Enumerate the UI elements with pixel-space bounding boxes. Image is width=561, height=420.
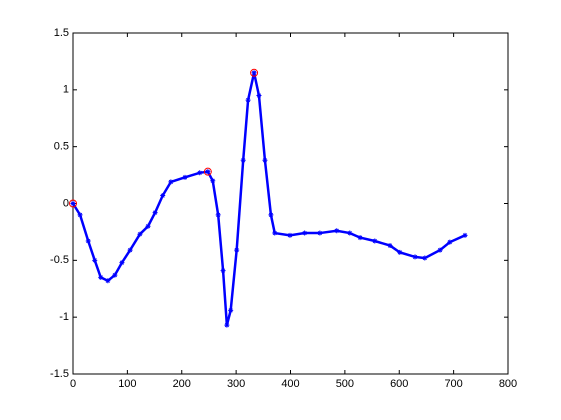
- star-marker: [182, 174, 188, 180]
- star-marker: [387, 243, 393, 249]
- star-marker: [92, 257, 98, 263]
- star-marker: [152, 210, 158, 216]
- plot-frame: [72, 32, 509, 375]
- star-marker: [137, 231, 143, 237]
- star-marker: [240, 157, 246, 163]
- star-marker: [334, 228, 340, 234]
- x-tick-label: 200: [173, 378, 191, 390]
- star-marker: [372, 238, 378, 244]
- star-marker: [77, 212, 83, 218]
- circle-marker: [203, 167, 212, 176]
- star-marker: [234, 247, 240, 253]
- y-tick-label: 0.5: [54, 141, 69, 153]
- star-marker: [168, 179, 174, 185]
- y-tick-label: 0: [63, 197, 69, 209]
- y-tick-label: -1: [59, 311, 69, 323]
- star-marker: [85, 238, 91, 244]
- data-line: [71, 72, 466, 326]
- x-tick-label: 0: [70, 378, 76, 390]
- star-marker: [302, 230, 308, 236]
- star-marker: [462, 232, 468, 238]
- star-marker: [197, 170, 203, 176]
- star-marker: [98, 274, 104, 280]
- star-marker: [262, 157, 268, 163]
- y-tick-label: 1: [63, 84, 69, 96]
- star-marker: [205, 169, 211, 175]
- star-marker: [224, 322, 230, 328]
- y-tick-label: -1.5: [50, 368, 69, 380]
- star-marker: [215, 212, 221, 218]
- star-marker: [228, 307, 234, 313]
- star-marker: [210, 178, 216, 184]
- star-marker: [220, 268, 226, 274]
- circle-marker: [69, 199, 77, 208]
- star-marker: [251, 70, 257, 76]
- y-tick-label: -0.5: [50, 254, 69, 266]
- star-marker: [412, 254, 418, 260]
- star-marker: [287, 232, 293, 238]
- star-marker: [256, 93, 262, 99]
- x-tick-label: 400: [281, 378, 299, 390]
- x-tick-label: 800: [499, 378, 517, 390]
- x-tick-label: 500: [336, 378, 354, 390]
- star-marker: [447, 239, 453, 245]
- star-marker: [70, 201, 76, 206]
- star-marker: [268, 212, 274, 218]
- circle-marker: [250, 68, 259, 77]
- x-tick-label: 300: [227, 378, 245, 390]
- star-marker: [357, 235, 363, 241]
- star-marker: [422, 255, 428, 261]
- star-marker: [105, 278, 111, 284]
- star-marker: [347, 230, 353, 236]
- star-marker: [160, 193, 166, 199]
- star-marker: [317, 230, 323, 236]
- star-marker: [119, 260, 125, 266]
- y-tick-label: 1.5: [54, 27, 69, 39]
- star-marker: [245, 97, 251, 103]
- star-marker: [397, 249, 403, 255]
- x-tick-label: 100: [118, 378, 136, 390]
- star-marker: [437, 247, 443, 253]
- star-marker: [112, 272, 118, 278]
- x-tick-label: 600: [390, 378, 408, 390]
- star-marker: [145, 223, 151, 229]
- star-marker: [272, 230, 278, 236]
- star-marker: [127, 247, 133, 253]
- x-tick-label: 700: [444, 378, 462, 390]
